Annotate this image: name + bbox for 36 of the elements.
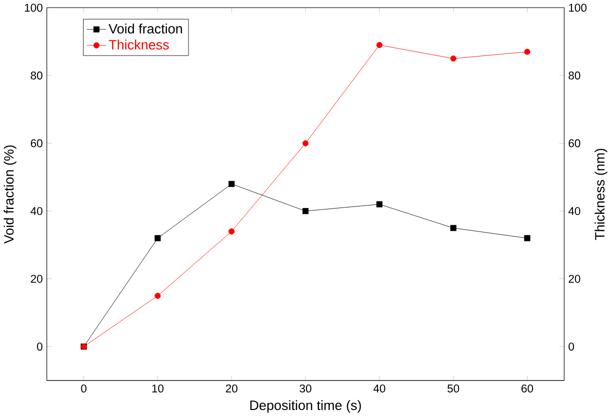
- y2-tick-label: 100: [569, 4, 587, 12]
- x-tick-label: 10: [152, 384, 164, 393]
- x-tick-label: 50: [448, 384, 460, 393]
- y-tick-label: 60: [30, 140, 42, 148]
- x-tick-label: 20: [226, 384, 238, 393]
- y-tick-label: 20: [30, 275, 42, 284]
- point: [524, 235, 530, 242]
- legend-label: Void fraction: [108, 24, 182, 34]
- y2-tick-label: 40: [568, 207, 580, 216]
- y-tick-label: 100: [24, 4, 42, 12]
- y2-tick-label: 0: [568, 342, 574, 351]
- y2-tick-label: 20: [568, 275, 580, 284]
- y2-tick-label: 60: [568, 140, 580, 148]
- point: [450, 225, 456, 232]
- y-axis-title: Void fraction (%): [4, 146, 16, 244]
- y-tick-label: 80: [30, 72, 42, 80]
- y-tick-label: 0: [37, 342, 42, 351]
- legend-label: Thickness: [108, 40, 169, 50]
- point: [228, 181, 235, 188]
- y2-tick-label: 80: [568, 72, 580, 80]
- point: [376, 42, 382, 48]
- y-tick-label: 40: [30, 207, 42, 216]
- y2-axis-title: Thickness (nm): [594, 149, 608, 240]
- point: [302, 140, 309, 147]
- point: [450, 56, 456, 62]
- point: [154, 235, 161, 242]
- x-tick-label: 40: [373, 384, 386, 393]
- point: [302, 208, 309, 214]
- point: [376, 201, 382, 208]
- point: [228, 228, 235, 235]
- point: [524, 48, 530, 56]
- x-tick-label: 0: [81, 384, 86, 393]
- point: [154, 292, 161, 300]
- x-axis-title: Deposition time (s): [250, 400, 361, 414]
- x-tick-label: 60: [522, 384, 534, 393]
- x-tick-label: 30: [300, 384, 312, 393]
